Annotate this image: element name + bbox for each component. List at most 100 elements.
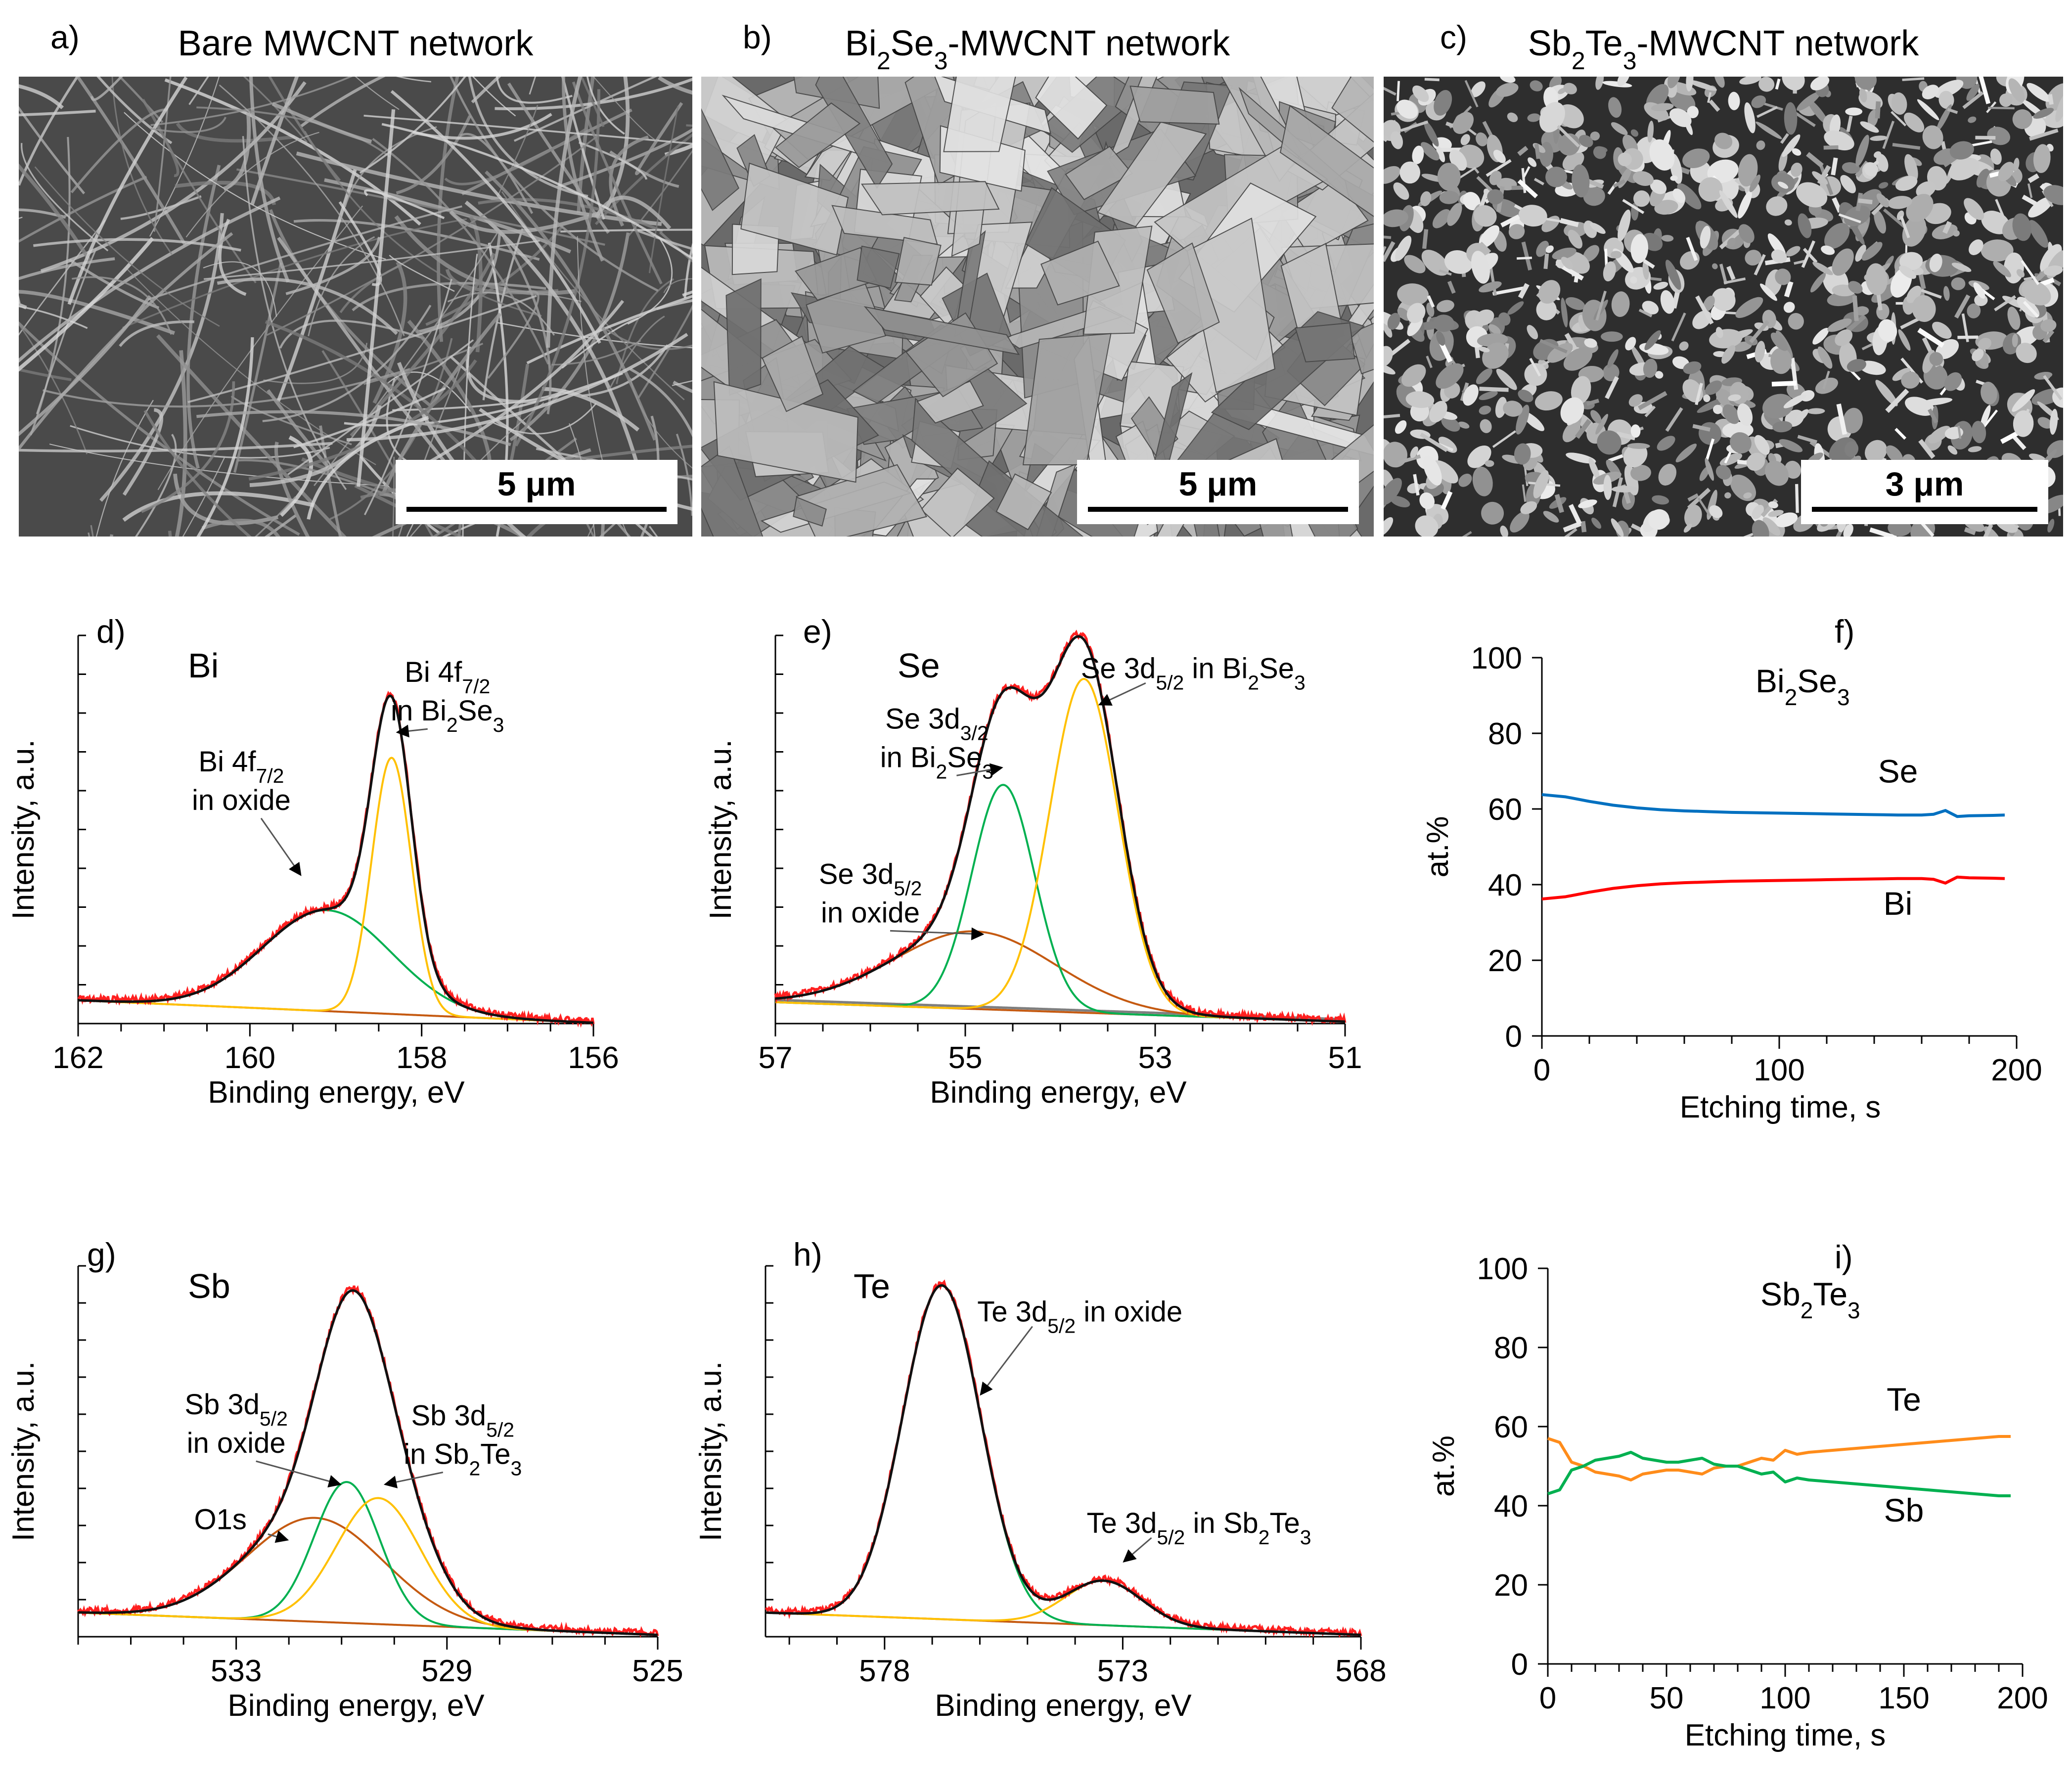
x-tick-label: 57 (759, 1041, 793, 1075)
y-axis-title: Intensity, a.u. (704, 739, 738, 919)
y-tick-label: 0 (1505, 1020, 1522, 1054)
chart-i: i) 0 50 100 150 200 Etching time, s 0 20 40 60 80 10… (1427, 1239, 2048, 1752)
scale-bar-box (1077, 460, 1359, 524)
measured-spectrum (774, 629, 1347, 1026)
peak-annotation: in oxide (192, 784, 291, 816)
component-peak-1 (765, 1284, 1361, 1636)
peak-annotation: Bi 4f7/2 (198, 746, 284, 787)
x-tick-label: 0 (1533, 1053, 1550, 1087)
annotation-arrowhead (989, 763, 1003, 776)
chart-f: f) 0 100 200 Etching time, s 0 20 40 60 80 100 at.%… (1421, 613, 2042, 1124)
x-tick-label: 53 (1138, 1041, 1172, 1075)
annotation-leader (1129, 1537, 1152, 1558)
panel-letter: d) (96, 613, 126, 650)
annotation-leader (956, 768, 995, 776)
x-tick-label: 0 (1539, 1681, 1556, 1715)
series-label: Se (1878, 753, 1918, 789)
element-label: Se (898, 646, 940, 685)
x-tick-label: 200 (1997, 1681, 2048, 1715)
peak-annotation: Te 3d5/2 in Sb2Te3 (1086, 1507, 1311, 1549)
series-line-bi (1541, 875, 2005, 901)
series-label: Te (1887, 1381, 1921, 1418)
peak-annotation: Te 3d5/2 in oxide (977, 1296, 1182, 1338)
x-tick-label: 156 (568, 1041, 619, 1075)
y-tick-label: 0 (1511, 1648, 1528, 1682)
peak-annotation: Sb 3d5/2 (184, 1388, 288, 1430)
chart-g: g) 533 529 525 Binding energy, eV Intensity, … (6, 1236, 683, 1723)
series-line-sb (1547, 1451, 2011, 1497)
x-axis-title: Etching time, s (1680, 1090, 1881, 1124)
annotation-arrowhead (1123, 1549, 1137, 1563)
scale-bar-label: 3 μm (1886, 465, 1964, 503)
x-tick-label: 150 (1878, 1681, 1929, 1715)
peak-annotation: Se 3d5/2 (819, 858, 922, 899)
x-tick-label: 51 (1328, 1041, 1362, 1075)
peak-annotation: Se 3d3/2 (885, 703, 989, 744)
x-axis-title: Binding energy, eV (935, 1689, 1192, 1723)
peak-annotation: O1s (194, 1504, 246, 1536)
fit-envelope (765, 1284, 1361, 1636)
x-axis-title: Binding energy, eV (930, 1075, 1187, 1110)
x-tick-label: 578 (859, 1654, 910, 1688)
component-peak-2 (78, 757, 594, 1024)
peak-annotation: in Sb2Te3 (404, 1438, 522, 1480)
x-axis-title: Binding energy, eV (227, 1689, 485, 1723)
annotation-arrowhead (274, 1530, 289, 1543)
annotation-leader (260, 817, 297, 869)
panel-letter: g) (87, 1236, 116, 1273)
annotation-arrowhead (396, 724, 409, 738)
y-tick-label: 40 (1494, 1489, 1528, 1523)
y-axis-title: at.% (1421, 816, 1455, 877)
y-tick-label: 80 (1488, 717, 1522, 751)
y-axis-title: at.% (1427, 1435, 1461, 1497)
x-tick-label: 200 (1991, 1053, 2042, 1087)
y-axis-title: Intensity, a.u. (6, 739, 41, 919)
series-label: Bi (1884, 885, 1913, 922)
series-line-te (1547, 1435, 2011, 1481)
compound-label: Sb2Te3 (1760, 1276, 1860, 1323)
y-tick-label: 60 (1488, 793, 1522, 827)
component-peak-1 (78, 1517, 658, 1636)
peak-annotation: in oxide (821, 896, 920, 929)
y-tick-label: 20 (1494, 1568, 1528, 1603)
y-tick-label: 100 (1471, 641, 1522, 675)
x-tick-label: 158 (396, 1041, 447, 1075)
fit-envelope (78, 1289, 658, 1636)
scale-bar-box (1801, 460, 2048, 524)
x-tick-label: 573 (1097, 1654, 1148, 1688)
panel-letter: e) (803, 613, 832, 650)
x-tick-label: 529 (421, 1654, 472, 1688)
x-axis-title: Binding energy, eV (208, 1075, 465, 1110)
measured-spectrum (77, 1285, 659, 1638)
peak-annotation: Sb 3d5/2 (411, 1400, 514, 1441)
chart-h: h) 578 573 568 Binding energy, eV Intensity, … (694, 1236, 1387, 1723)
peak-annotation: in Bi2Se3 (880, 741, 993, 783)
annotation-leader (890, 930, 976, 935)
fit-envelope (78, 694, 594, 1024)
y-tick-label: 60 (1494, 1410, 1528, 1444)
scale-bar-label: 5 μm (1179, 465, 1258, 503)
annotation-arrowhead (971, 927, 985, 940)
compound-label: Bi2Se3 (1756, 663, 1850, 710)
peak-annotation: Bi 4f7/2 (405, 656, 490, 698)
annotation-leader (392, 1472, 444, 1484)
x-axis-title: Etching time, s (1685, 1718, 1886, 1752)
sem-panel-c: c) Sb2Te3-MWCNT network 3 μm (1384, 19, 2063, 537)
panel-letter: a) (50, 19, 80, 55)
peak-annotation: in Bi2Se3 (391, 695, 504, 736)
element-label: Bi (188, 646, 219, 685)
series-label: Sb (1884, 1492, 1924, 1528)
peak-annotation: Se 3d5/2 in Bi2Se3 (1081, 652, 1306, 694)
annotation-leader (1106, 682, 1146, 703)
panel-letter: c) (1440, 19, 1467, 55)
y-axis-title: Intensity, a.u. (6, 1361, 41, 1541)
annotation-leader (985, 1326, 1033, 1389)
scale-bar-label: 5 μm (497, 465, 576, 503)
x-tick-label: 162 (52, 1041, 103, 1075)
annotation-arrowhead (980, 1381, 993, 1396)
panel-letter: f) (1835, 613, 1854, 650)
y-axis-title: Intensity, a.u. (694, 1361, 728, 1541)
x-tick-label: 50 (1650, 1681, 1684, 1715)
annotation-leader (256, 1460, 333, 1483)
element-label: Sb (188, 1267, 230, 1305)
